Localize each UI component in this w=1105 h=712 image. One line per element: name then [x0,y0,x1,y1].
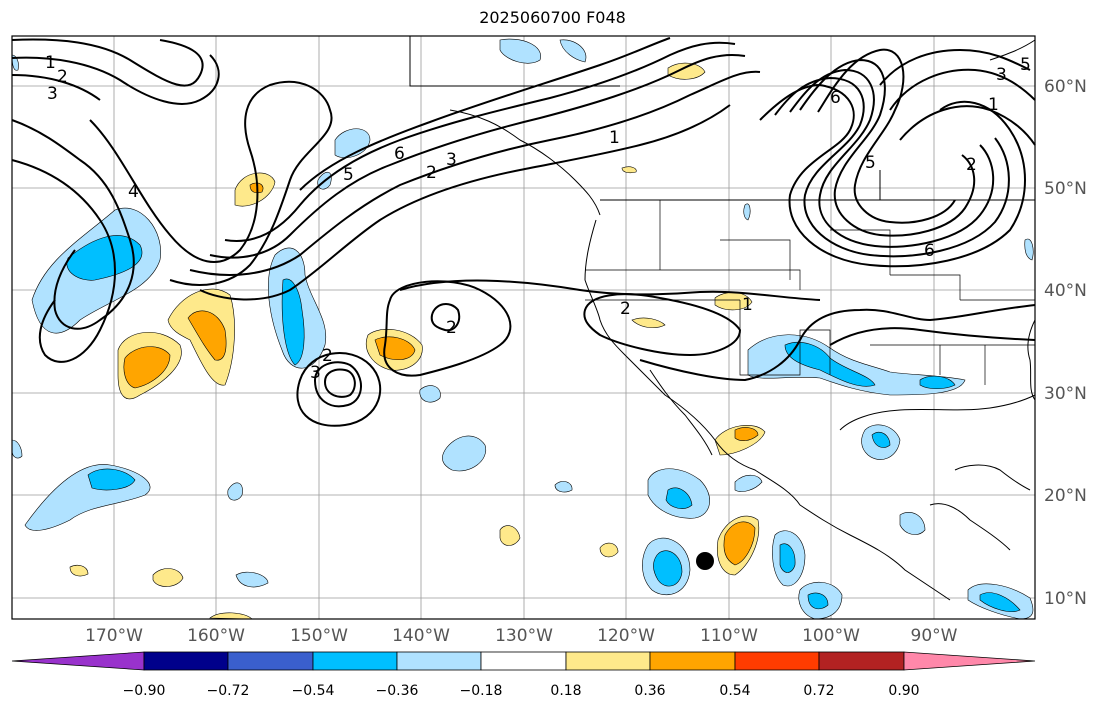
colorbar-tick-label: −0.72 [206,683,250,699]
contour-label: 4 [128,182,139,202]
contour-label: 2 [322,346,333,366]
shading-positive [69,62,766,620]
colorbar-segment [312,651,398,671]
colorbar-tick-label: −0.18 [459,683,503,699]
colorbar-segment [480,651,567,671]
lat-label: 60°N [1044,77,1087,97]
colorbar-tick-label: −0.54 [291,683,335,699]
colorbar-segment [227,651,314,671]
colorbar-tick-label: −0.90 [122,683,166,699]
lon-label: 100°W [802,626,860,646]
contour-label: 6 [924,241,935,261]
lat-label: 40°N [1044,281,1087,301]
contour-label: 3 [446,150,457,170]
storm-marker [696,552,714,570]
colorbar-tick-label: 0.90 [888,683,920,699]
contour-label: 5 [865,153,876,173]
shading-negative [11,38,1034,620]
colorbar-tick-label: 0.36 [634,683,666,699]
lon-label: 110°W [700,626,758,646]
contour-label: 2 [57,67,68,87]
contour-label: 2 [966,155,977,175]
colorbar-segment [649,651,736,671]
colorbar-segment [903,651,1036,671]
lon-label: 140°W [392,626,450,646]
colorbar-tick-label: 0.18 [550,683,582,699]
contour-label: 2 [446,318,457,338]
lon-label: 130°W [495,626,553,646]
map-background [12,36,1035,619]
colorbar-segment [818,651,905,671]
colorbar-segment [143,651,229,671]
lat-label: 10°N [1044,589,1087,609]
lon-label: 160°W [187,626,245,646]
lon-label: 90°W [910,626,958,646]
colorbar-segment [396,651,482,671]
contour-label: 5 [1020,55,1031,75]
admin-borders [585,200,1035,385]
colorbar-segment [11,651,145,671]
contour-label: 6 [830,88,841,108]
colorbar-tick-label: −0.36 [375,683,419,699]
colorbar-tick-label: 0.54 [719,683,751,699]
lon-label: 150°W [290,626,348,646]
colorbar [11,651,1036,671]
lat-label: 20°N [1044,486,1087,506]
contour-label: 1 [45,53,56,73]
coastlines [409,36,1036,601]
lon-label: 120°W [597,626,655,646]
lat-label: 30°N [1044,384,1087,404]
contour-label: 3 [996,65,1007,85]
contour-label: 1 [988,95,999,115]
contour-labels: 1 2 3 4 5 6 1 2 3 5 6 1 2 3 5 6 2 2 3 1 … [45,53,1031,383]
colorbar-segment [565,651,651,671]
contour-label: 6 [394,144,405,164]
colorbar-tick-label: 0.72 [803,683,835,699]
contour-label: 1 [742,295,753,315]
contour-label: 2 [426,163,437,183]
contour-lines [11,37,1036,427]
map-frame [11,35,1036,620]
lat-label: 50°N [1044,179,1087,199]
contour-label: 3 [47,84,58,104]
colorbar-segment [734,651,820,671]
contour-label: 2 [620,299,631,319]
contour-label: 1 [609,128,620,148]
map-title: 2025060700 F048 [479,8,626,27]
lon-label: 170°W [85,626,143,646]
contour-label: 5 [343,165,354,185]
contour-label: 3 [310,363,321,383]
